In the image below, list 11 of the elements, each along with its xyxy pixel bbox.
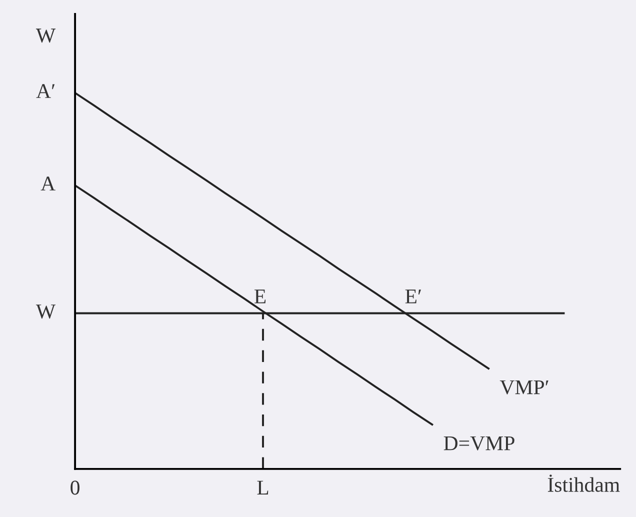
y-axis-title: W — [36, 304, 56, 319]
x-tick-label: L — [257, 480, 268, 494]
annotation: E — [254, 290, 266, 304]
series-label: D=VMP — [444, 436, 514, 450]
text: A — [40, 176, 56, 190]
text: A′ — [36, 84, 55, 98]
x-axis-title: İstihdam — [548, 474, 620, 492]
annotation: E′ — [405, 290, 421, 304]
text: W — [36, 28, 56, 43]
series-label: VMP′ — [500, 380, 548, 394]
x-tick-label: 0 — [70, 480, 80, 495]
